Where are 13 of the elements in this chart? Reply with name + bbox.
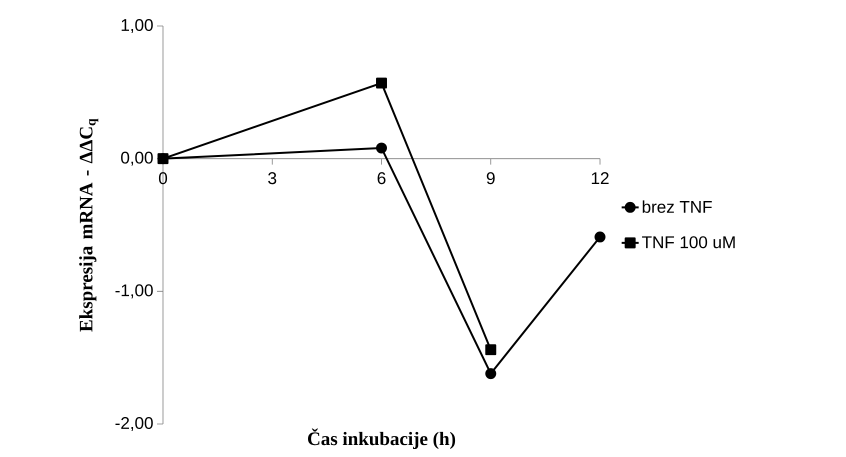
x-axis-title: Čas inkubacije (h)	[308, 428, 456, 450]
y-tick-label: -1,00	[115, 284, 153, 298]
y-tick-label: 1,00	[122, 18, 153, 34]
legend-label: brez TNF	[642, 200, 712, 213]
y-axis-title: Ekspresija mRNA - ΔΔC$_{q}$	[79, 118, 98, 332]
x-tick-label: 12	[592, 172, 609, 184]
y-tick-label: 0,00	[121, 152, 153, 166]
y-tick-label: -2,00	[115, 416, 153, 432]
legend-label: TNF 100 uM	[642, 236, 735, 248]
x-tick-label: 0	[158, 172, 168, 184]
x-tick-label: 3	[268, 172, 276, 184]
x-tick-label: 9	[486, 172, 495, 184]
x-tick-label: 6	[378, 172, 386, 184]
